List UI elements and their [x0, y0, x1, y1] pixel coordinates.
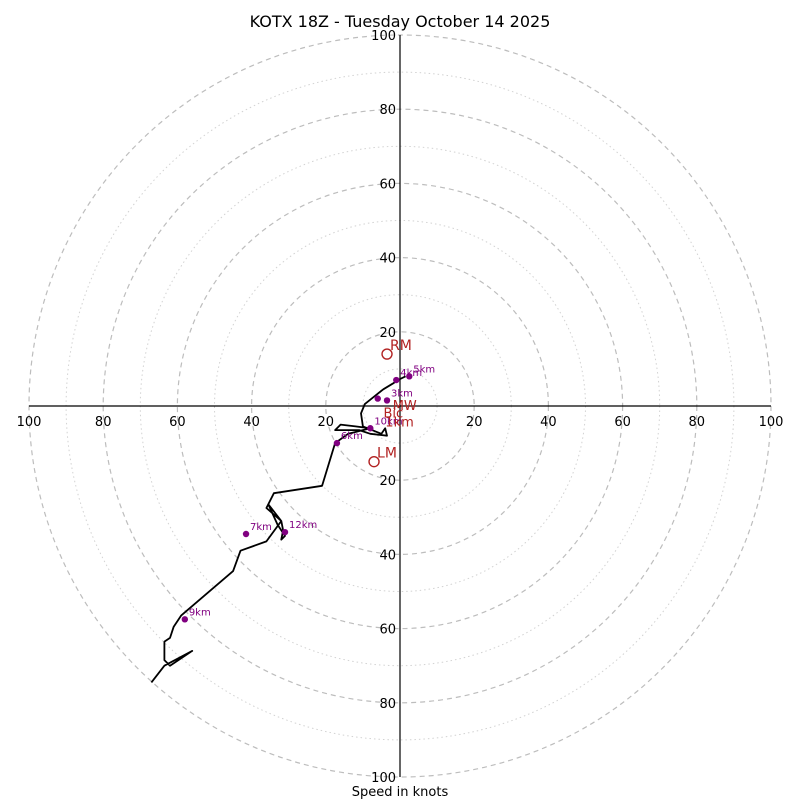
height-marker-label: 3km — [391, 388, 413, 399]
x-tick-label: 100 — [759, 415, 784, 430]
height-marker-point — [374, 395, 381, 402]
height-marker-label: 4km — [400, 368, 422, 379]
height-marker-point — [406, 373, 413, 380]
height-marker-point — [281, 528, 289, 536]
height-marker-label: 10km — [374, 416, 402, 427]
vector-label: Bic — [383, 406, 403, 421]
y-tick-label-upper: 80 — [379, 103, 396, 118]
y-tick-label-upper: 20 — [379, 326, 396, 341]
y-tick-label-lower: 20 — [379, 474, 396, 489]
hodograph-line — [150, 375, 406, 683]
y-tick-label-lower: 60 — [379, 623, 396, 638]
x-tick-label: 40 — [243, 415, 260, 430]
height-marker-label: 12km — [289, 520, 317, 531]
axes — [29, 35, 771, 777]
storm-motion-circle — [368, 455, 380, 468]
height-marker-point — [181, 616, 189, 623]
y-tick-label-lower: 40 — [379, 548, 396, 563]
height-marker-label: 5km — [413, 364, 435, 375]
height-marker-label: 7km — [250, 522, 272, 533]
storm-motion-label: RM — [390, 338, 412, 354]
chart-title: KOTX 18Z - Tuesday October 14 2025 — [250, 12, 551, 31]
y-tick-label-lower: 100 — [371, 771, 396, 786]
x-tick-label: 80 — [689, 415, 706, 430]
vector-label: MW — [393, 399, 417, 414]
x-tick-label: 100 — [17, 415, 42, 430]
vector-label: 1km — [385, 416, 413, 431]
y-tick-label-upper: 40 — [379, 252, 396, 267]
height-marker-label: 9km — [189, 607, 211, 618]
height-marker-label: 6km — [341, 431, 363, 442]
height-marker-point — [367, 425, 374, 432]
height-marker-point — [242, 530, 250, 538]
storm-motion-label: LM — [377, 446, 397, 462]
x-tick-label: 60 — [614, 415, 631, 430]
x-tick-label: 20 — [466, 415, 483, 430]
x-tick-label: 80 — [95, 415, 112, 430]
tick-labels: 100 80 60 40 20 20 40 60 80 100 100 80 60 40 20 20 40 60 8… — [17, 29, 784, 786]
height-marker-point — [333, 439, 341, 447]
y-tick-label-lower: 80 — [379, 697, 396, 712]
storm-motion-circle — [381, 348, 393, 360]
y-tick-label-upper: 60 — [379, 177, 396, 192]
wind-profile-trace — [150, 375, 406, 683]
height-marker-point — [383, 397, 391, 404]
x-axis-label: Speed in knots — [352, 785, 449, 800]
x-tick-label: 20 — [318, 415, 335, 430]
x-tick-label: 40 — [540, 415, 557, 430]
x-tick-label: 60 — [169, 415, 186, 430]
height-marker-point — [393, 376, 400, 384]
y-tick-label-upper: 100 — [371, 29, 396, 44]
